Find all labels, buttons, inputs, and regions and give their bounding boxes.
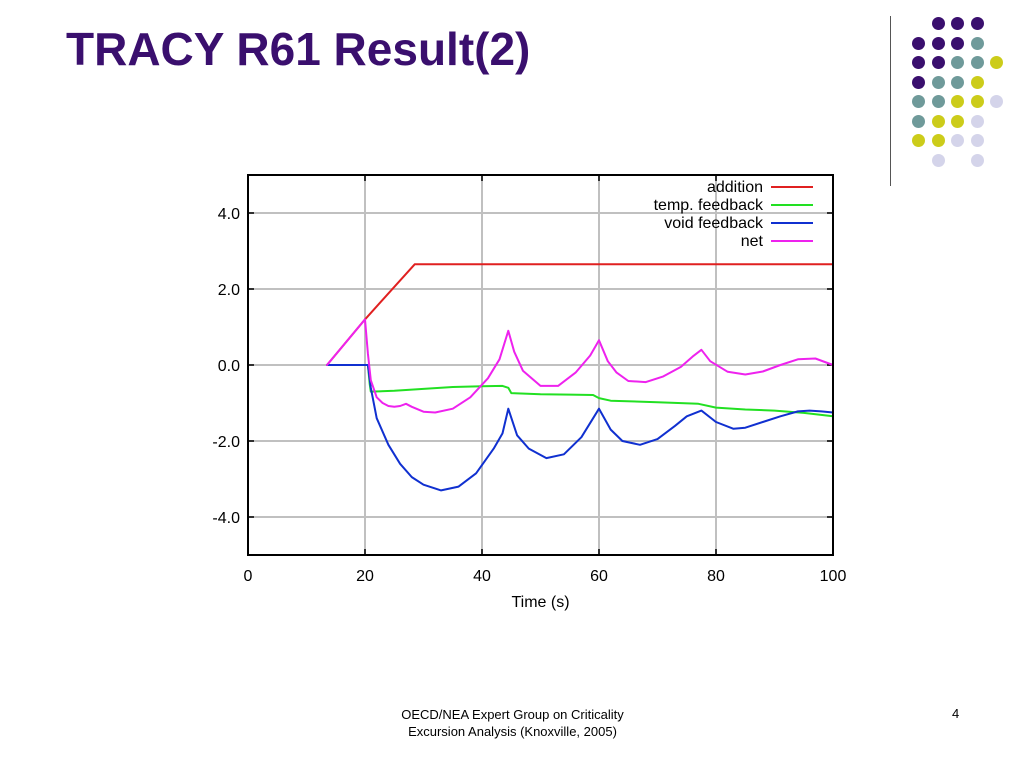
decorative-dot	[970, 134, 984, 147]
decorative-dot	[931, 17, 945, 30]
y-tick-label: 2.0	[218, 282, 240, 299]
series-line-net	[326, 318, 834, 414]
decorative-dot	[931, 95, 945, 108]
decorative-dot	[951, 36, 964, 50]
chart-series	[326, 263, 834, 492]
legend-label: temp. feedback	[654, 197, 764, 214]
footer-line-2: Excursion Analysis (Knoxville, 2005)	[408, 724, 617, 739]
decorative-dot	[970, 36, 984, 50]
x-tick-label: 20	[356, 568, 374, 585]
y-tick-label: 0.0	[218, 358, 240, 375]
legend-label: addition	[707, 179, 763, 196]
slide-title: TRACY R61 Result(2)	[66, 23, 531, 75]
x-tick-label: 0	[244, 568, 253, 585]
decorative-dot	[912, 56, 925, 69]
footer-line-1: OECD/NEA Expert Group on Criticality	[401, 707, 624, 722]
decorative-dot	[951, 56, 964, 69]
decorative-dot	[970, 95, 984, 108]
decorative-dot	[931, 36, 945, 50]
y-axis-ticks: 4.0 2.0 0.0 -2.0 -4.0	[212, 206, 833, 527]
decorative-dot	[951, 17, 964, 30]
decorative-dot	[931, 75, 945, 89]
series-line-void-feedback	[326, 364, 834, 492]
decorative-dot	[912, 75, 925, 89]
decorative-dot	[912, 134, 925, 147]
x-tick-label: 40	[473, 568, 491, 585]
y-tick-label: -4.0	[212, 510, 240, 527]
decorative-dot	[970, 75, 984, 89]
decorative-dot	[951, 75, 964, 89]
decorative-dot	[912, 36, 925, 50]
plot-frame	[247, 174, 834, 556]
y-tick-label: -2.0	[212, 434, 240, 451]
x-axis-ticks: 0 20 40 60 80 100	[244, 175, 847, 585]
decorative-dot	[931, 153, 945, 167]
decorative-dot	[970, 153, 984, 167]
y-tick-label: 4.0	[218, 206, 240, 223]
decorative-dot	[931, 134, 945, 147]
decorative-dot	[970, 17, 984, 30]
x-tick-label: 60	[590, 568, 608, 585]
decorative-dot	[970, 56, 984, 69]
decorative-dot	[912, 95, 925, 108]
x-axis-label: Time (s)	[511, 594, 569, 611]
decorative-dot	[951, 134, 964, 147]
x-tick-label: 100	[820, 568, 847, 585]
legend-label: void feedback	[664, 215, 764, 232]
decorative-dot	[951, 95, 964, 108]
x-tick-label: 80	[707, 568, 725, 585]
decorative-dot	[912, 114, 925, 128]
legend-label: net	[741, 233, 764, 250]
decorative-dot	[990, 95, 1003, 108]
slide-footer: OECD/NEA Expert Group on Criticality Exc…	[340, 706, 685, 740]
page-number: 4	[952, 706, 960, 721]
series-line-addition	[326, 263, 834, 366]
decorative-dot	[951, 114, 964, 128]
reactivity-line-chart: 4.0 2.0 0.0 -2.0 -4.0 0 20 40 60 80 100 additiont…	[212, 174, 847, 611]
decorative-dot	[990, 56, 1003, 69]
series-line-temp-feedback	[326, 364, 834, 418]
title-divider-line	[890, 16, 891, 186]
decorative-dot	[931, 56, 945, 69]
decorative-dot	[970, 114, 984, 128]
decorative-dot	[931, 114, 945, 128]
